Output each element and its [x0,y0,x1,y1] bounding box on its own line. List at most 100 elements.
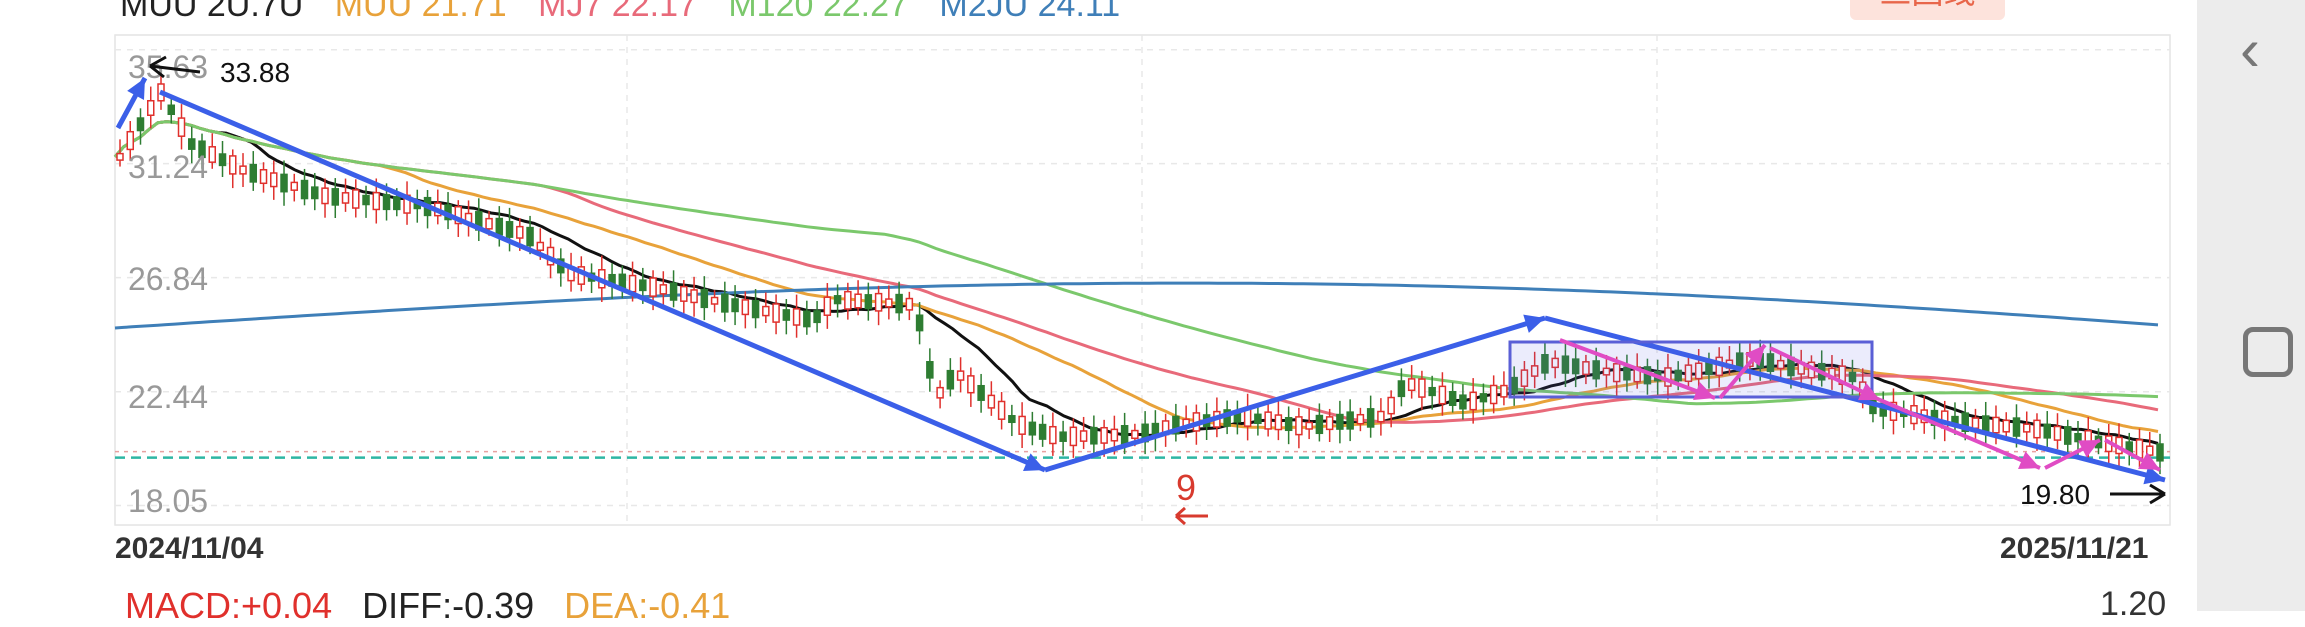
y-tick-label: 18.05 [128,483,208,519]
candle-body [772,303,780,323]
candle-body [1325,416,1334,431]
trendline-blue-head [2143,465,2165,485]
trendline-pink-head [1858,382,1880,401]
candle-body [731,298,739,313]
candle-body [915,314,924,332]
candle-body [956,370,965,381]
candle-body [977,384,985,401]
trendline-blue-head [1523,314,1545,333]
candle-body [1274,414,1283,431]
candle-body [362,194,370,206]
candle-body [352,189,360,209]
candle-body [1602,367,1611,376]
candle-body [874,292,883,312]
drawn-trendlines [115,76,2166,485]
legend-item: M2JU 24.11 [939,0,1121,24]
candle-body [1992,416,2000,434]
macd-value: MACD:+0.04 [125,585,333,626]
candle-body [1971,417,1980,429]
trendline-blue [1044,315,1546,473]
candle-body [321,187,329,205]
candle-body [1520,369,1529,387]
trendline-pink [1879,398,2041,470]
candle-body [741,299,750,316]
candle-body [1172,415,1180,435]
moving-average-legend: MUU 2U.7U MUU 21.71 MJ7 22.17 M120 22.27… [120,0,1142,25]
candle-body [1674,369,1682,382]
candle-body [1469,391,1477,411]
candle-body [1766,353,1775,372]
candle-body [1008,415,1016,424]
candle-body [1684,364,1693,383]
candle-body [2156,443,2164,462]
candle-body [1397,380,1406,398]
trendline-pink-head [2138,452,2160,470]
candle-body [1305,421,1313,430]
candle-body [1664,367,1672,387]
candle-body [905,297,914,311]
candle-body [1407,378,1416,392]
candle-body [116,152,124,161]
candle-body [1551,357,1559,369]
candle-body [1571,358,1580,375]
candle-body [331,188,340,206]
candle-body [844,290,852,310]
candle-body [885,298,893,308]
event-marker-label: 9 [1176,467,1196,508]
high-annotation-arrow [149,55,201,79]
candle-body [505,221,514,238]
candle-body [177,117,186,137]
candle-body [1038,423,1047,440]
candle-body [1479,393,1488,403]
candle-body [1561,355,1570,374]
trendline-pink-head [2018,451,2040,470]
candle-body [782,309,791,321]
candle-body [1336,413,1344,430]
y-tick-label: 26.84 [128,261,208,297]
candle-body [2043,423,2051,439]
candle-body [2002,419,2010,433]
candle-body [680,285,688,302]
candle-body [1110,428,1119,442]
candle-body [2063,426,2072,445]
indicator-tag-button[interactable]: 三回线 [1850,0,2005,20]
candle-body [1418,378,1426,398]
candle-body [1059,431,1067,442]
event-marker-arrow [1175,506,1208,526]
candle-body [690,289,698,304]
candle-body [270,172,278,188]
candle-body [751,299,760,319]
candle-body [987,394,996,409]
candle-body [1356,413,1365,425]
candle-body [833,295,842,305]
y-tick-label: 31.24 [128,149,208,185]
candle-body [997,400,1006,420]
candle-body [1366,408,1375,428]
candle-body [1530,365,1539,377]
candle-body [1377,410,1385,423]
legend-item: MUU 21.71 [334,0,507,24]
candlestick-chart: 35.63 31.24 26.84 22.44 18.05 33.88 19.8… [113,34,2171,565]
candle-body [2022,423,2031,433]
candle-body [2145,445,2154,456]
trendline-pink [1769,346,1881,402]
candle-body [280,173,288,193]
candle-body [1459,394,1467,410]
candle-body [311,186,319,200]
candle-body [1100,426,1108,444]
trendline-pink-head [2078,440,2100,458]
legend-item: MJ7 22.17 [538,0,697,24]
high-price-annotation: 33.88 [220,57,290,88]
candle-body [813,310,821,324]
legend-item: M120 22.27 [728,0,908,24]
candle-body [1131,429,1139,440]
candle-body [1284,416,1293,432]
candle-body [136,117,145,132]
home-square-icon[interactable] [2243,327,2293,377]
candle-body [1961,412,1969,432]
back-chevron-icon[interactable]: ‹ [2240,16,2260,83]
candle-body [1387,396,1395,415]
candle-body [1541,354,1549,374]
candle-body [147,99,155,116]
candle-body [454,205,463,225]
